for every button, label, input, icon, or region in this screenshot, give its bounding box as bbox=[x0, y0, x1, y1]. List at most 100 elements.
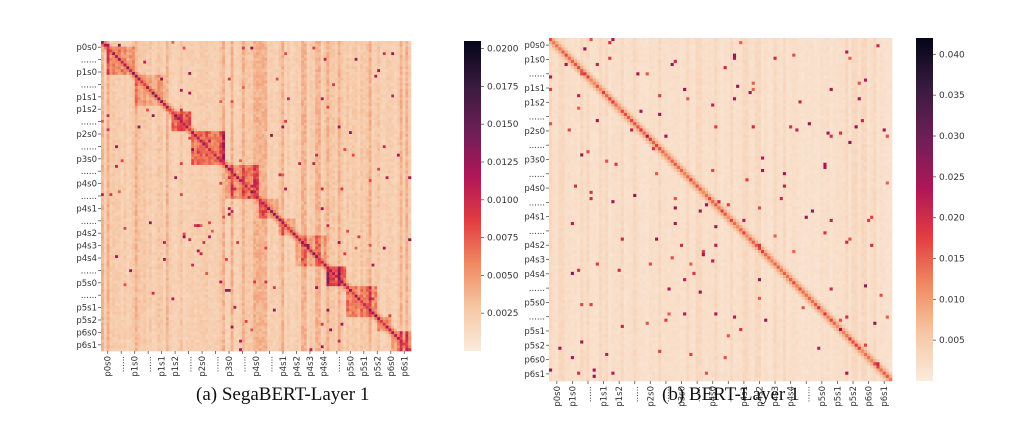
heatmap-cell bbox=[219, 41, 222, 44]
heatmap-cell bbox=[129, 159, 132, 162]
heatmap-cell bbox=[326, 103, 329, 106]
heatmap-cell bbox=[140, 75, 143, 78]
heatmap-cell bbox=[307, 111, 310, 114]
heatmap-cell bbox=[129, 44, 132, 47]
heatmap-cell bbox=[104, 140, 107, 143]
heatmap-cell bbox=[121, 137, 124, 140]
heatmap-cell bbox=[202, 162, 205, 165]
heatmap-cell bbox=[259, 159, 262, 162]
heatmap-cell bbox=[397, 52, 400, 55]
heatmap-cell bbox=[369, 126, 372, 129]
heatmap-cell bbox=[163, 72, 166, 75]
heatmap-cell bbox=[104, 55, 107, 58]
heatmap-cell bbox=[121, 131, 124, 134]
heatmap-cell bbox=[372, 44, 375, 47]
heatmap-cell bbox=[307, 72, 310, 75]
heatmap-cell bbox=[191, 120, 194, 123]
heatmap-cell bbox=[357, 142, 360, 145]
heatmap-cell bbox=[372, 159, 375, 162]
heatmap-cell bbox=[326, 52, 329, 55]
heatmap-cell bbox=[321, 140, 324, 143]
heatmap-cell bbox=[273, 44, 276, 47]
heatmap-cell bbox=[155, 69, 158, 72]
heatmap-cell bbox=[219, 72, 222, 75]
heatmap-cell bbox=[126, 64, 129, 67]
heatmap-cell bbox=[174, 126, 177, 129]
heatmap-cell bbox=[248, 157, 251, 160]
heatmap-cell bbox=[101, 137, 104, 140]
heatmap-cell bbox=[360, 47, 363, 50]
heatmap-cell bbox=[343, 55, 346, 58]
heatmap-cell bbox=[194, 61, 197, 64]
heatmap-cell bbox=[284, 72, 287, 75]
heatmap-cell bbox=[326, 69, 329, 72]
heatmap-cell bbox=[363, 145, 366, 148]
heatmap-cell bbox=[157, 134, 160, 137]
heatmap-cell bbox=[403, 100, 406, 103]
heatmap-cell bbox=[391, 75, 394, 78]
heatmap-cell bbox=[338, 142, 341, 145]
heatmap-cell bbox=[236, 106, 239, 109]
heatmap-cell bbox=[231, 134, 234, 137]
heatmap-cell bbox=[293, 86, 296, 89]
heatmap-cell bbox=[183, 83, 186, 86]
heatmap-cell bbox=[160, 114, 163, 117]
heatmap-cell bbox=[262, 142, 265, 145]
heatmap-cell bbox=[341, 83, 344, 86]
heatmap-cell bbox=[183, 128, 186, 131]
heatmap-cell bbox=[335, 109, 338, 112]
heatmap-cell bbox=[231, 109, 234, 112]
heatmap-cell bbox=[267, 89, 270, 92]
heatmap-cell bbox=[225, 168, 228, 171]
heatmap-cell bbox=[256, 80, 259, 83]
heatmap-cell bbox=[250, 126, 253, 129]
heatmap-cell bbox=[115, 159, 118, 162]
heatmap-cell bbox=[152, 78, 155, 81]
heatmap-cell bbox=[140, 58, 143, 61]
heatmap-cell bbox=[321, 58, 324, 61]
heatmap-cell bbox=[171, 165, 174, 168]
heatmap-cell bbox=[326, 128, 329, 131]
heatmap-cell bbox=[405, 55, 408, 58]
heatmap-cell bbox=[171, 55, 174, 58]
heatmap-cell bbox=[312, 58, 315, 61]
heatmap-cell bbox=[245, 86, 248, 89]
heatmap-cell bbox=[155, 97, 158, 100]
heatmap-cell bbox=[386, 131, 389, 134]
heatmap-cell bbox=[324, 103, 327, 106]
heatmap-cell bbox=[400, 109, 403, 112]
heatmap-cell bbox=[355, 78, 358, 81]
heatmap-cell bbox=[301, 75, 304, 78]
heatmap-cell bbox=[259, 95, 262, 98]
heatmap-cell bbox=[248, 86, 251, 89]
heatmap-cell bbox=[132, 151, 135, 154]
heatmap-cell bbox=[250, 140, 253, 143]
heatmap-cell bbox=[397, 120, 400, 123]
heatmap-cell bbox=[270, 41, 273, 44]
heatmap-cell bbox=[188, 128, 191, 131]
heatmap-cell bbox=[335, 123, 338, 126]
heatmap-cell bbox=[118, 111, 121, 114]
heatmap-cell bbox=[298, 140, 301, 143]
heatmap-cell bbox=[270, 120, 273, 123]
heatmap-cell bbox=[287, 86, 290, 89]
heatmap-cell bbox=[369, 69, 372, 72]
heatmap-cell bbox=[355, 47, 358, 50]
heatmap-cell bbox=[315, 52, 318, 55]
heatmap-cell bbox=[366, 154, 369, 157]
heatmap-cell bbox=[332, 41, 335, 44]
heatmap-cell bbox=[363, 58, 366, 61]
heatmap-cell bbox=[307, 41, 310, 44]
heatmap-cell bbox=[262, 58, 265, 61]
heatmap-cell bbox=[194, 41, 197, 44]
heatmap-cell bbox=[242, 159, 245, 162]
heatmap-cell bbox=[386, 100, 389, 103]
heatmap-cell bbox=[332, 69, 335, 72]
heatmap-cell bbox=[290, 142, 293, 145]
heatmap-cell bbox=[231, 154, 234, 157]
heatmap-cell bbox=[222, 86, 225, 89]
heatmap-cell bbox=[208, 97, 211, 100]
heatmap-cell bbox=[191, 157, 194, 160]
heatmap-cell bbox=[202, 103, 205, 106]
heatmap-cell bbox=[377, 58, 380, 61]
